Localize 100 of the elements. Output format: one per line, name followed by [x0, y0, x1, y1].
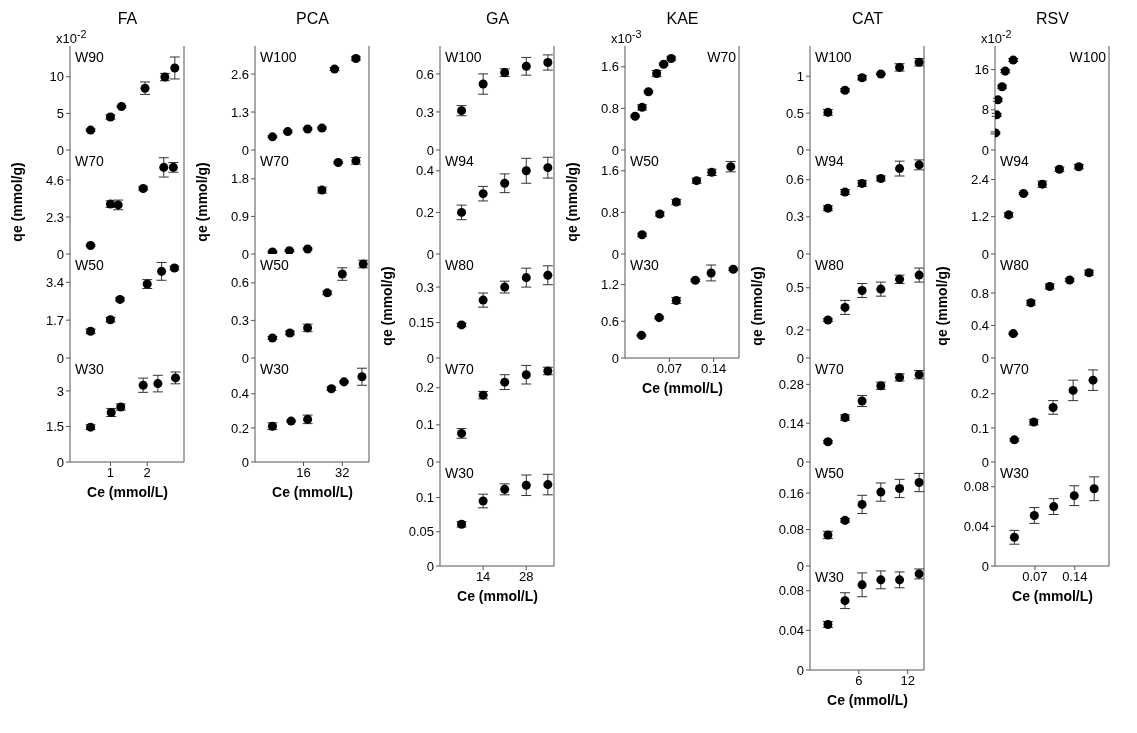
point — [914, 478, 924, 488]
annotation: W30 — [630, 257, 659, 273]
point — [995, 95, 1003, 105]
y-tick-label: 1.5 — [45, 419, 64, 435]
y-tick-label: 0 — [981, 558, 989, 574]
y-tick-label: 4.6 — [45, 172, 64, 188]
point — [876, 575, 886, 585]
x-tick-label: 0.14 — [1062, 569, 1088, 585]
y-axis-title: qe (mmol/g) — [379, 266, 395, 346]
y-tick-label: 0 — [241, 350, 249, 366]
x-tick-label: 16 — [296, 465, 311, 481]
y-tick-label: 1.6 — [600, 163, 619, 179]
annotation: W30 — [260, 361, 289, 377]
y-tick-label: 0.2 — [230, 420, 249, 436]
y-tick-label: 0 — [981, 350, 989, 366]
y-axis-title: qe (mmol/g) — [934, 266, 950, 346]
point — [357, 372, 367, 382]
y-tick-label: 1.7 — [45, 312, 64, 328]
y-tick-label: 1.2 — [970, 209, 989, 225]
annotation: W70 — [445, 361, 474, 377]
chart-title: CAT — [851, 10, 884, 28]
chart-title: GA — [484, 10, 511, 28]
point — [333, 158, 343, 168]
point — [521, 61, 531, 71]
y-tick-label: 0.2 — [785, 322, 804, 338]
x-tick-label: 14 — [475, 569, 491, 585]
y-tick-label: 0 — [981, 454, 989, 470]
point — [1068, 385, 1078, 395]
chart-title: RSV — [1035, 10, 1070, 28]
y-tick-label: 0 — [981, 246, 989, 262]
point — [995, 110, 1002, 120]
point — [86, 240, 96, 250]
x-tick-label: 1 — [106, 465, 115, 481]
point — [478, 189, 488, 199]
y-tick-label: 2.3 — [45, 209, 64, 225]
annotation: W100 — [1069, 49, 1106, 65]
y-tick-label: 0.15 — [408, 315, 434, 331]
y-tick-label: 0 — [611, 246, 619, 262]
annotation: W50 — [75, 257, 104, 273]
text: x10$^{-3}$ — [611, 27, 642, 46]
y-tick-label: 0.8 — [600, 101, 619, 117]
x-tick-label: 12 — [900, 673, 915, 689]
x-axis-title: Ce (mmol/L) — [1011, 588, 1094, 604]
y-tick-label: 0.16 — [778, 485, 804, 501]
y-tick-label: 0.3 — [230, 313, 249, 329]
point — [500, 178, 510, 188]
y-tick-label: 0.5 — [785, 105, 804, 121]
y-axis-title: qe (mmol/g) — [9, 162, 25, 242]
point — [543, 270, 553, 280]
annotation: W94 — [815, 153, 844, 169]
y-tick-label: 1.6 — [600, 59, 619, 75]
point — [728, 264, 738, 274]
annotation: W100 — [815, 49, 852, 65]
point — [895, 575, 905, 585]
y-tick-label: 0.1 — [415, 417, 434, 433]
point — [116, 101, 126, 111]
y-tick-label: 10 — [49, 69, 64, 85]
y-tick-label: 0 — [56, 350, 64, 366]
y-tick-label: 0.08 — [963, 479, 989, 495]
point — [895, 164, 905, 174]
annotation: W30 — [1000, 465, 1029, 481]
y-tick-label: 0.5 — [785, 280, 804, 296]
y-tick-label: 0.05 — [408, 524, 434, 540]
y-tick-label: 0 — [426, 454, 434, 470]
y-tick-label: 0.8 — [970, 285, 989, 301]
y-tick-label: 3 — [56, 383, 64, 399]
y-tick-label: 0.2 — [415, 205, 434, 221]
y-tick-label: 0 — [241, 454, 249, 470]
annotation: W30 — [445, 465, 474, 481]
point — [115, 294, 125, 304]
x-axis-title: Ce (mmol/L) — [271, 484, 354, 500]
y-tick-label: 0.6 — [230, 275, 249, 291]
y-tick-label: 16 — [974, 62, 989, 78]
y-tick-label: 0 — [241, 142, 249, 158]
y-tick-label: 0 — [56, 454, 64, 470]
point — [286, 416, 296, 426]
y-tick-label: 0.4 — [970, 318, 989, 334]
point — [895, 483, 905, 493]
point — [636, 330, 646, 340]
y-tick-label: 0.9 — [230, 209, 249, 225]
point — [857, 580, 867, 590]
chart-title: PCA — [295, 10, 330, 28]
y-tick-label: 5 — [56, 106, 64, 121]
y-tick-label: 0.28 — [778, 376, 804, 392]
point — [478, 79, 488, 89]
point — [1029, 510, 1039, 520]
point — [643, 87, 653, 97]
point — [457, 207, 467, 217]
point — [1018, 188, 1029, 198]
point — [267, 333, 277, 343]
point — [521, 166, 531, 176]
point — [521, 480, 531, 490]
y-tick-label: 0.08 — [778, 522, 804, 538]
point — [326, 384, 336, 394]
y-tick-label: 0 — [426, 350, 434, 366]
point — [857, 499, 867, 509]
point — [1049, 502, 1059, 512]
y-tick-label: 0.3 — [785, 209, 804, 225]
y-tick-label: 2.6 — [230, 66, 249, 82]
annotation: x10$^{-2}$ — [56, 27, 87, 46]
